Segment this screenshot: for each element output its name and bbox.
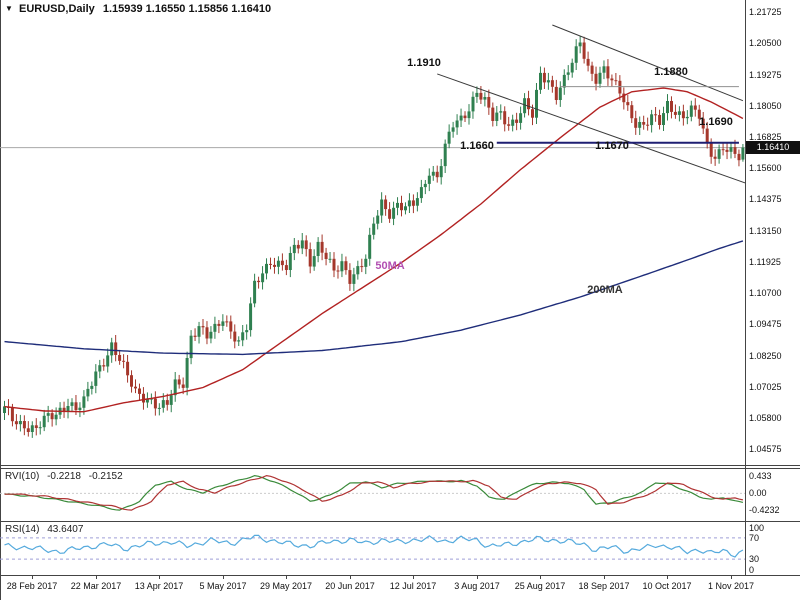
rsi-label: RSI(14) [5,524,40,535]
chart-annotation: 1.1690 [699,116,733,128]
rsi-canvas[interactable] [0,522,745,575]
price-axis-label: 1.04575 [749,444,782,455]
chart-annotation: 1.1670 [595,140,629,152]
main-chart-pane: ▼ EURUSD,Daily 1.15939 1.16550 1.15856 1… [0,0,745,465]
date-tick [413,576,414,579]
pane-separator [0,465,800,466]
rvi-canvas[interactable] [0,469,745,521]
date-tick [96,576,97,579]
date-axis-label: 1 Nov 2017 [707,581,755,591]
rvi-axis[interactable]: 0.433 0.00 -0.4232 [746,469,800,521]
rsi-axis-label: 0 [749,565,755,575]
chart-annotation: 50MA [375,260,405,272]
price-axis-label: 1.21725 [749,7,782,18]
axis-separator [745,0,746,576]
price-axis-label: 1.05800 [749,413,782,424]
price-axis-label: 1.08250 [749,350,782,361]
date-axis-label: 3 Aug 2017 [454,581,500,591]
price-axis-label: 1.18050 [749,100,782,111]
date-axis-label: 29 May 2017 [259,581,313,591]
date-axis-label: 10 Oct 2017 [642,581,692,591]
chart-annotation: 1.1880 [654,66,688,78]
chart-symbol-marker-icon: ▼ [5,4,13,13]
rvi-value-signal: -0.2152 [88,471,123,482]
rsi-axis-label: 30 [749,554,760,565]
price-axis-label: 1.11925 [749,256,781,267]
rvi-axis-label: 0.433 [749,471,772,482]
rsi-axis[interactable]: 100 70 30 0 [746,522,800,575]
chart-annotation: 1.1660 [460,140,494,152]
date-tick [667,576,668,579]
rvi-axis-label: -0.4232 [749,505,780,516]
date-tick [540,576,541,579]
price-axis-label: 1.13150 [749,225,782,236]
rvi-value-main: -0.2218 [47,471,81,482]
pane-separator [0,468,800,469]
price-axis-label: 1.20500 [749,38,782,49]
rsi-axis-label: 70 [749,532,760,543]
date-axis-label: 5 May 2017 [199,581,247,591]
rvi-label: RVI(10) [5,471,40,482]
chart-title-symbol: EURUSD,Daily [18,3,95,15]
date-axis-label: 18 Sep 2017 [578,581,630,591]
chart-annotation: 1.1910 [407,57,441,69]
pane-separator [0,575,800,576]
rvi-indicator-pane: RVI(10) -0.2218 -0.2152 [0,469,745,521]
date-axis-label: 13 Apr 2017 [134,581,184,591]
rsi-value: 43.6407 [47,524,84,535]
price-axis-label: 1.15600 [749,163,782,174]
rsi-axis-label: 100 [749,523,765,533]
date-tick [223,576,224,579]
date-axis-label: 22 Mar 2017 [70,581,122,591]
price-axis-label: 1.14375 [749,194,782,205]
date-axis[interactable]: 28 Feb 2017 22 Mar 2017 13 Apr 2017 5 May 2… [0,576,800,600]
rsi-header: RSI(14) 43.6407 [5,524,83,535]
rvi-axis-label: 0.00 [749,488,767,499]
window-left-border [0,0,1,600]
date-tick [477,576,478,579]
main-chart-canvas[interactable] [0,0,745,465]
date-tick [604,576,605,579]
chart-title: ▼ EURUSD,Daily 1.15939 1.16550 1.15856 1… [5,3,271,15]
date-axis-label: 28 Feb 2017 [6,581,58,591]
date-tick [731,576,732,579]
rsi-indicator-pane: RSI(14) 43.6407 [0,522,745,575]
date-tick [350,576,351,579]
chart-annotation: 200MA [587,284,623,296]
price-axis-label: 1.07025 [749,381,782,392]
pane-separator [0,521,800,522]
price-axis-label: 1.19275 [749,69,782,80]
date-axis-label: 20 Jun 2017 [325,581,375,591]
date-tick [286,576,287,579]
date-tick [159,576,160,579]
date-tick [32,576,33,579]
price-axis-label: 1.09475 [749,319,782,330]
price-axis-label: 1.16825 [749,132,782,143]
date-axis-label: 12 Jul 2017 [389,581,437,591]
current-price-badge: 1.16410 [746,140,800,154]
chart-title-ohlc: 1.15939 1.16550 1.15856 1.16410 [102,3,272,15]
date-axis-label: 25 Aug 2017 [514,581,566,591]
rvi-header: RVI(10) -0.2218 -0.2152 [5,471,123,482]
price-axis[interactable]: 1.16410 1.21725 1.20500 1.19275 1.18050 1.16… [746,0,800,465]
price-axis-label: 1.10700 [749,288,782,299]
